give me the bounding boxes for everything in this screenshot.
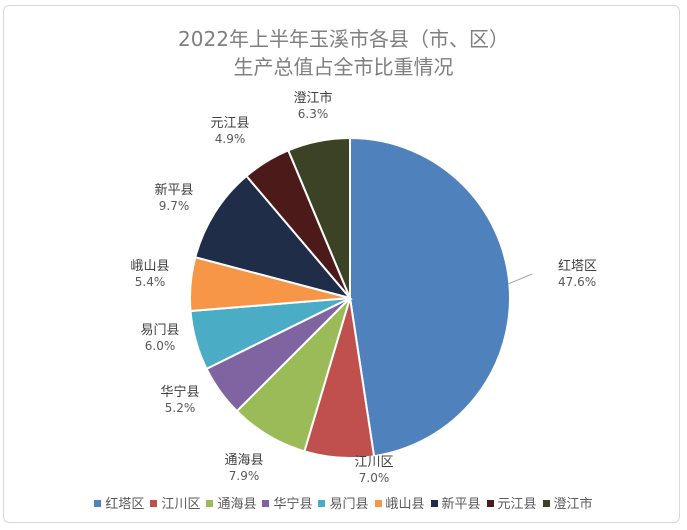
slice-label-name: 峨山县	[130, 259, 169, 274]
slice-label-value: 5.2%	[165, 401, 196, 415]
chart-title-line-1: 2022年上半年玉溪市各县（市、区）	[178, 27, 509, 51]
legend-item: 通海县	[206, 493, 256, 512]
legend-swatch	[318, 500, 326, 507]
legend-item: 峨山县	[374, 493, 425, 512]
slice-label-value: 6.3%	[298, 107, 329, 121]
legend-item: 元江县	[486, 493, 537, 512]
legend-label: 江川区	[161, 497, 201, 512]
legend-label: 通海县	[217, 497, 257, 512]
slice-label-name: 新平县	[154, 182, 193, 198]
slice-label-value: 47.6%	[558, 275, 596, 289]
slice-label-name: 易门县	[140, 323, 179, 338]
legend-swatch	[94, 500, 102, 507]
slice-label-value: 9.7%	[159, 199, 190, 213]
slice-label-name: 澄江市	[293, 90, 332, 106]
legend-swatch	[262, 500, 270, 507]
legend-item: 红塔区	[94, 493, 144, 512]
legend-item: 江川区	[150, 493, 200, 512]
legend-swatch	[150, 500, 158, 507]
legend-item: 澄江市	[542, 493, 593, 512]
legend-swatch	[374, 500, 382, 507]
slice-label-value: 5.4%	[135, 275, 166, 289]
slice-label-name: 红塔区	[558, 258, 597, 274]
slice-label-name: 江川区	[354, 455, 393, 470]
slice-label-name: 通海县	[224, 453, 263, 468]
legend-item: 新平县	[430, 493, 481, 512]
slice-label-value: 7.9%	[229, 469, 260, 483]
legend-swatch	[206, 500, 214, 507]
legend-label: 峨山县	[385, 497, 425, 512]
legend-label: 元江县	[497, 497, 537, 512]
leader-line	[507, 273, 533, 285]
chart-title-line-2: 生产总值占全市比重情况	[233, 55, 454, 79]
slice-label-value: 4.9%	[215, 132, 246, 146]
slice-label-name: 元江县	[210, 116, 249, 131]
legend-item: 华宁县	[262, 493, 312, 512]
legend-label: 红塔区	[105, 497, 145, 512]
pie-slice-7	[194, 174, 353, 300]
pie-slice-1	[349, 136, 511, 458]
legend-swatch	[542, 500, 550, 507]
legend-label: 新平县	[441, 497, 481, 512]
legend-swatch	[430, 500, 438, 507]
slice-label-value: 7.0%	[359, 471, 390, 485]
legend-swatch	[486, 500, 494, 507]
legend-item: 易门县	[318, 493, 369, 512]
legend-label: 澄江市	[553, 497, 593, 512]
slice-label-value: 6.0%	[145, 339, 176, 353]
pie-slice-9	[287, 136, 351, 299]
chart-legend: 红塔区 江川区 通海县 华宁县 易门县 峨山县 新平县 元江县 澄江市	[0, 493, 687, 512]
slice-label-name: 华宁县	[160, 384, 199, 400]
legend-label: 易门县	[329, 497, 369, 512]
legend-label: 华宁县	[273, 497, 313, 512]
